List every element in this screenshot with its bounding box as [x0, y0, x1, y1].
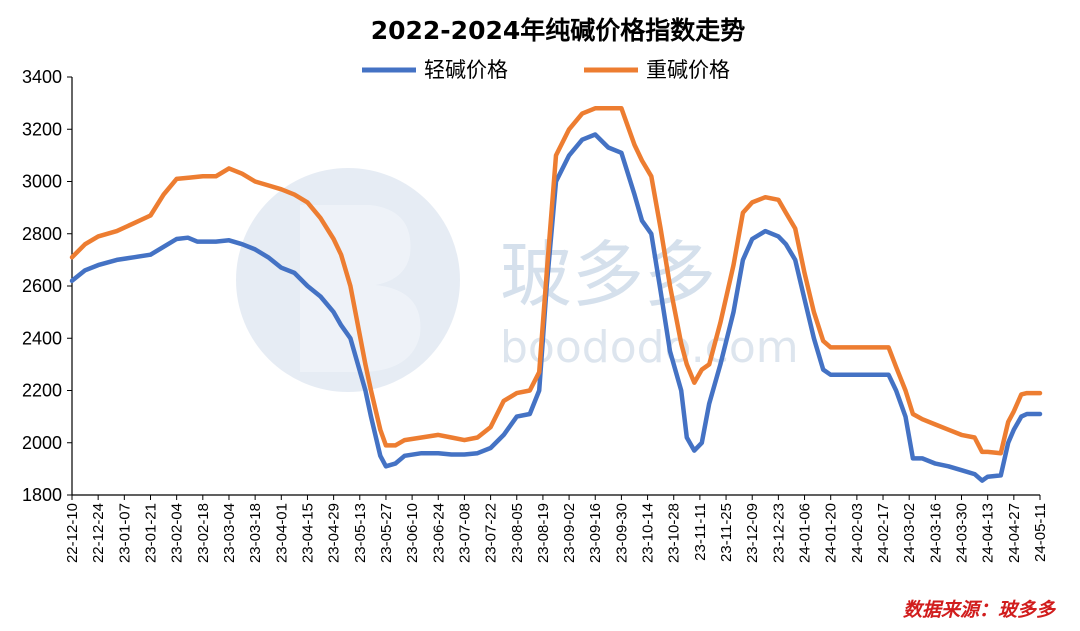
- y-tick-label: 3400: [22, 67, 62, 87]
- x-tick-label: 23-06-10: [404, 503, 421, 563]
- x-tick-label: 23-08-05: [509, 503, 526, 563]
- x-tick-label: 23-01-07: [116, 503, 133, 563]
- y-tick-label: 2800: [22, 224, 62, 244]
- x-tick-label: 23-09-30: [613, 503, 630, 563]
- x-tick-label: 23-10-28: [666, 503, 683, 563]
- x-tick-label: 22-12-24: [90, 503, 107, 563]
- x-axis-ticks: 22-12-10 22-12-24 23-01-07 23-01-21 23-02-04…: [64, 495, 1049, 563]
- legend-label-heavy: 重碱价格: [646, 58, 730, 82]
- y-tick-label: 2200: [22, 381, 62, 401]
- x-tick-label: 23-07-22: [483, 503, 500, 563]
- x-tick-label: 23-11-25: [718, 503, 735, 562]
- x-tick-label: 24-03-16: [927, 503, 944, 563]
- chart-title: 2022-2024年纯碱价格指数走势: [371, 16, 746, 45]
- series-line-light: [69, 132, 1043, 483]
- watermark: 玻多多 boododo.com: [236, 168, 799, 392]
- x-tick-label: 24-03-30: [954, 503, 971, 563]
- series-line-heavy: [69, 106, 1043, 456]
- x-tick-label: 23-04-29: [326, 503, 343, 563]
- y-tick-label: 2400: [22, 328, 62, 348]
- x-tick-label: 24-01-06: [797, 503, 814, 563]
- watermark-url: boododo.com: [500, 322, 799, 373]
- x-tick-label: 24-02-17: [875, 503, 892, 563]
- x-tick-label: 22-12-10: [64, 503, 81, 563]
- source-note: 数据来源：玻多多: [903, 599, 1057, 621]
- x-tick-label: 24-03-02: [901, 503, 918, 563]
- x-tick-label: 23-12-09: [744, 503, 761, 563]
- y-tick-label: 2600: [22, 276, 62, 296]
- y-tick-label: 1800: [22, 485, 62, 505]
- x-tick-label: 23-02-04: [169, 503, 186, 563]
- y-tick-label: 2000: [22, 433, 62, 453]
- x-tick-label: 24-04-27: [1006, 503, 1023, 563]
- x-tick-label: 23-04-15: [299, 503, 316, 563]
- x-tick-label: 23-09-16: [587, 503, 604, 563]
- y-tick-label: 3000: [22, 172, 62, 192]
- x-tick-label: 24-01-20: [823, 503, 840, 563]
- x-tick-label: 23-01-21: [142, 503, 159, 563]
- y-axis-ticks: 1800 2000 2200 2400 2600 2800 3000 3200 3400: [22, 67, 72, 505]
- x-tick-label: 23-07-08: [456, 503, 473, 563]
- x-tick-label: 23-02-18: [195, 503, 212, 563]
- legend-label-light: 轻碱价格: [424, 58, 508, 82]
- y-tick-label: 3200: [22, 119, 62, 139]
- series-group: [69, 106, 1043, 483]
- x-tick-label: 24-05-11: [1032, 503, 1049, 562]
- watermark-text: 玻多多: [500, 233, 716, 317]
- x-tick-label: 23-03-04: [221, 503, 238, 563]
- legend: 轻碱价格 重碱价格: [362, 58, 730, 82]
- x-tick-label: 23-05-27: [378, 503, 395, 563]
- x-tick-label: 23-08-19: [535, 503, 552, 563]
- x-tick-label: 23-12-23: [770, 503, 787, 563]
- x-tick-label: 23-10-14: [640, 503, 657, 563]
- x-tick-label: 24-04-13: [980, 503, 997, 563]
- x-tick-label: 23-11-11: [692, 503, 709, 561]
- x-tick-label: 23-03-18: [247, 503, 264, 563]
- x-tick-label: 23-04-01: [273, 503, 290, 563]
- x-tick-label: 23-09-02: [561, 503, 578, 563]
- x-tick-label: 23-05-13: [352, 503, 369, 563]
- x-tick-label: 24-02-03: [849, 503, 866, 563]
- x-tick-label: 23-06-24: [430, 503, 447, 563]
